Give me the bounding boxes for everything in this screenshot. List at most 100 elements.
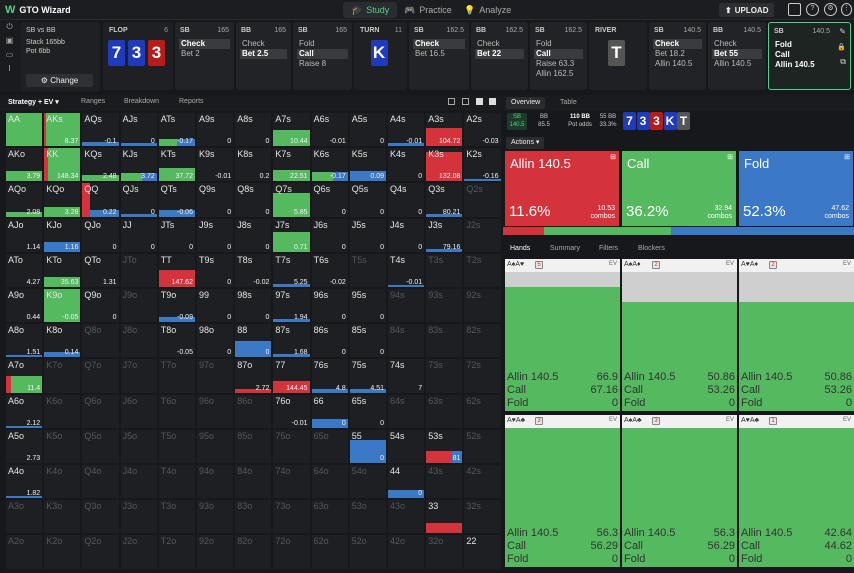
- hand-cell[interactable]: 74s 7: [387, 358, 426, 394]
- hand-cell[interactable]: KK 148.34: [43, 147, 82, 183]
- save-icon[interactable]: ▣: [5, 36, 14, 45]
- action-block[interactable]: Fold 52.3% 47.62 combos ⊞: [739, 151, 853, 226]
- hand-cell[interactable]: 98o 0: [196, 323, 235, 359]
- hand-cell[interactable]: AKs 8.37: [43, 112, 82, 148]
- action-block[interactable]: Allin 140.5 11.6% 10.53 combos ⊞: [505, 151, 619, 226]
- action-option[interactable]: Call: [775, 50, 790, 59]
- hand-cell[interactable]: J7s 0.71: [272, 217, 311, 253]
- hand-cell[interactable]: A4o 1.82: [5, 464, 44, 500]
- layout-2-icon[interactable]: [462, 98, 469, 105]
- pencil-icon[interactable]: ✎: [839, 27, 846, 36]
- hand-cell[interactable]: T6o: [157, 393, 196, 429]
- hand-cell[interactable]: 75s 4.51: [348, 358, 387, 394]
- hand-cell[interactable]: 52s: [463, 428, 502, 464]
- hand-cell[interactable]: 43o: [387, 499, 426, 535]
- hand-cell[interactable]: A6s -0.01: [310, 112, 349, 148]
- hand-cell[interactable]: 65s 0: [348, 393, 387, 429]
- hand-cell[interactable]: T3o: [157, 499, 196, 535]
- hand-cell[interactable]: K8s 0.2: [234, 147, 273, 183]
- hand-cell[interactable]: 86s 0: [310, 323, 349, 359]
- hand-cell[interactable]: J4o: [119, 464, 158, 500]
- street-river[interactable]: RIVER T: [589, 22, 647, 90]
- hand-cell[interactable]: 75o: [272, 428, 311, 464]
- action-option[interactable]: Allin 162.5: [536, 69, 574, 78]
- expand-icon[interactable]: ⊞: [727, 154, 733, 161]
- hand-cell[interactable]: 55 0: [348, 428, 387, 464]
- hand-cell[interactable]: J2s: [463, 217, 502, 253]
- hand-cell[interactable]: 83o: [234, 499, 273, 535]
- tab-table[interactable]: Table: [560, 99, 577, 106]
- hand-cell[interactable]: J8s 0: [234, 217, 273, 253]
- hand-cell[interactable]: 77 144.45: [272, 358, 311, 394]
- hand-cell[interactable]: QQ 0.22: [81, 182, 120, 218]
- hand-cell[interactable]: A9s 0: [196, 112, 235, 148]
- hand-cell[interactable]: 72o: [272, 534, 311, 570]
- more-icon[interactable]: ⋮: [841, 3, 852, 16]
- hand-cell[interactable]: 99 0: [196, 288, 235, 324]
- tab-reports[interactable]: Reports: [179, 98, 204, 105]
- hand-cell[interactable]: 32o: [425, 534, 464, 570]
- hand-cell[interactable]: 97s 1.94: [272, 288, 311, 324]
- action-option[interactable]: Check: [477, 39, 500, 48]
- hand-cell[interactable]: 73s: [425, 358, 464, 394]
- hand-cell[interactable]: Q2o: [81, 534, 120, 570]
- hand-card[interactable]: A♠A♥ 5 EV Allin 140.5 66.9 Call 67.16 Fold 0: [505, 259, 620, 411]
- hand-cell[interactable]: K6o: [43, 393, 82, 429]
- hand-cell[interactable]: J9o: [119, 288, 158, 324]
- action-option[interactable]: Bet 2: [181, 49, 200, 58]
- hand-cell[interactable]: ATo 4.27: [5, 252, 44, 288]
- hand-cell[interactable]: QTs -0.06: [157, 182, 196, 218]
- action-option[interactable]: Bet 2.5: [240, 49, 287, 59]
- hand-cell[interactable]: 86o: [234, 393, 273, 429]
- hand-cell[interactable]: T7s 5.25: [272, 252, 311, 288]
- action-column[interactable]: SB 140.5 ✎ 🔒 ⧉ Fold Call Allin 140.5: [768, 22, 851, 90]
- expand-icon[interactable]: ⊞: [610, 154, 616, 161]
- hand-cell[interactable]: K5s 0.09: [348, 147, 387, 183]
- hand-cell[interactable]: T3s: [425, 252, 464, 288]
- hand-cell[interactable]: QTo 1.31: [81, 252, 120, 288]
- hand-cell[interactable]: 92o: [196, 534, 235, 570]
- action-option[interactable]: Check: [653, 39, 702, 49]
- hand-cell[interactable]: 98s 0: [234, 288, 273, 324]
- action-option[interactable]: Raise 8: [299, 59, 327, 68]
- hand-cell[interactable]: 22: [463, 534, 502, 570]
- hand-card[interactable]: A♥A♣ 3 EV Allin 140.5 56.3 Call 56.29 Fold 0: [505, 415, 620, 567]
- hand-cell[interactable]: Q5s 0: [348, 182, 387, 218]
- action-column[interactable]: BB 162.5 Check Bet 22: [471, 22, 528, 90]
- hand-cell[interactable]: 83s: [425, 323, 464, 359]
- action-column[interactable]: SB 165 Fold Call Raise 8: [293, 22, 352, 90]
- hand-cell[interactable]: J7o: [119, 358, 158, 394]
- layout-1-icon[interactable]: [448, 98, 455, 105]
- hand-cell[interactable]: 96s 0: [310, 288, 349, 324]
- hand-cell[interactable]: 76s 4.8: [310, 358, 349, 394]
- hand-cell[interactable]: Q4o: [81, 464, 120, 500]
- hand-cell[interactable]: KTo 35.63: [43, 252, 82, 288]
- hand-cell[interactable]: T2s: [463, 252, 502, 288]
- hand-cell[interactable]: A5o 2.73: [5, 428, 44, 464]
- hand-cell[interactable]: 72s: [463, 358, 502, 394]
- upload-button[interactable]: ⬆ UPLOAD: [719, 3, 775, 17]
- hand-cell[interactable]: 95s 0: [348, 288, 387, 324]
- hand-cell[interactable]: A7s 10.44: [272, 112, 311, 148]
- hand-cell[interactable]: Q8o: [81, 323, 120, 359]
- hand-cell[interactable]: AQs -0.1: [81, 112, 120, 148]
- expand-icon[interactable]: ⊞: [844, 154, 850, 161]
- action-column[interactable]: SB 162.5 Fold Call Raise 63.3 Allin 162.5: [530, 22, 587, 90]
- hand-cell[interactable]: 64s: [387, 393, 426, 429]
- action-option[interactable]: Allin 140.5: [775, 60, 815, 69]
- copy-icon[interactable]: ⧉: [840, 57, 846, 66]
- hand-cell[interactable]: 62s: [463, 393, 502, 429]
- hand-cell[interactable]: 42s: [463, 464, 502, 500]
- action-column[interactable]: SB 165 Check Bet 2: [175, 22, 234, 90]
- hand-card[interactable]: A♥A♦ 2 EV Allin 140.5 50.86 Call 53.26 Fold 0: [739, 259, 854, 411]
- hand-cell[interactable]: 94s: [387, 288, 426, 324]
- actions-dropdown[interactable]: Actions ▾: [506, 137, 545, 149]
- hand-cell[interactable]: 64o: [310, 464, 349, 500]
- action-option[interactable]: Fold: [775, 40, 792, 49]
- hand-cell[interactable]: J4s 0: [387, 217, 426, 253]
- hand-cell[interactable]: A3s 104.72: [425, 112, 464, 148]
- hand-cell[interactable]: J6s 0: [310, 217, 349, 253]
- hand-cell[interactable]: 93o: [196, 499, 235, 535]
- screenshot-icon[interactable]: [788, 3, 801, 16]
- hand-cell[interactable]: AA: [5, 112, 44, 148]
